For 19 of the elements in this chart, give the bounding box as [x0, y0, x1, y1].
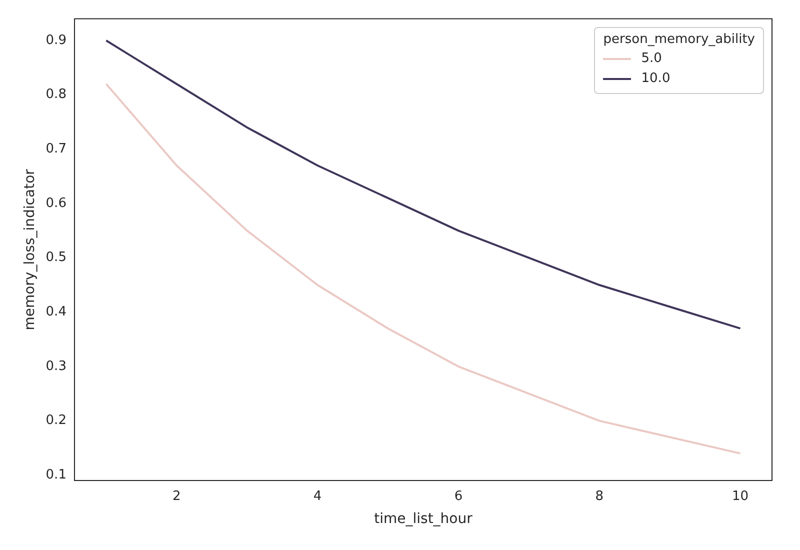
y-axis-title: memory_loss_indicator — [22, 168, 38, 330]
x-tick-label: 4 — [313, 488, 322, 504]
x-tick-label: 8 — [595, 488, 604, 504]
y-tick-label: 0.1 — [46, 468, 66, 483]
legend-label: 10.0 — [641, 71, 670, 86]
x-tick-label: 10 — [732, 488, 749, 504]
legend-label: 5.0 — [641, 51, 662, 66]
x-axis-title: time_list_hour — [374, 511, 473, 528]
y-tick-label: 0.8 — [46, 87, 66, 102]
legend-title: person_memory_ability — [603, 32, 755, 47]
y-tick-label: 0.7 — [46, 142, 66, 157]
y-tick-label: 0.3 — [46, 358, 66, 374]
x-tick-label: 6 — [454, 488, 463, 504]
y-tick-label: 0.2 — [46, 413, 66, 428]
x-tick-label: 2 — [172, 488, 181, 504]
y-tick-label: 0.4 — [46, 304, 66, 320]
y-tick-label: 0.9 — [46, 32, 66, 48]
y-tick-label: 0.6 — [46, 196, 66, 211]
y-tick-label: 0.5 — [46, 250, 66, 266]
